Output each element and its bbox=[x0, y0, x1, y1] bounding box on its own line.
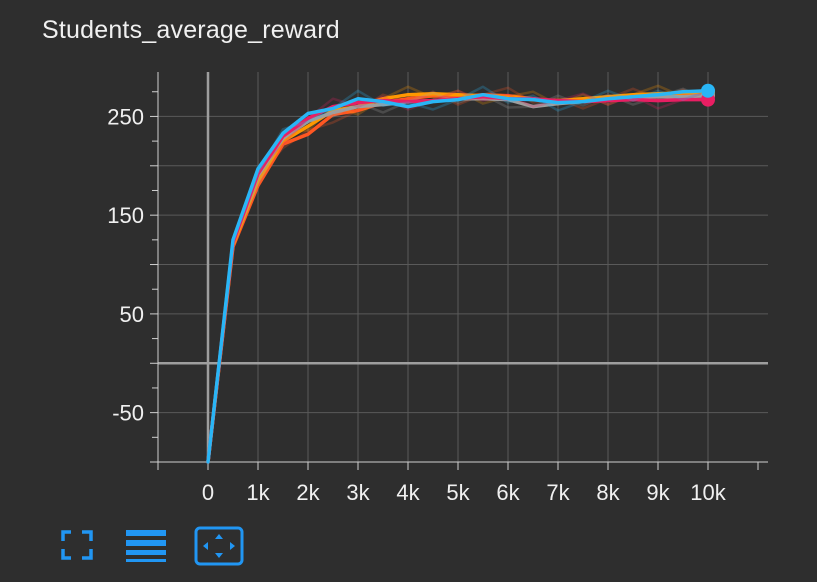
x-tick-label: 5k bbox=[446, 480, 470, 505]
y-tick-label: 50 bbox=[120, 302, 144, 327]
x-tick-label: 2k bbox=[296, 480, 320, 505]
x-tick-label: 7k bbox=[546, 480, 570, 505]
x-tick-label: 0 bbox=[202, 480, 214, 505]
fullscreen-button[interactable] bbox=[58, 526, 98, 566]
axes bbox=[150, 72, 768, 470]
fit-to-data-icon bbox=[194, 526, 244, 566]
x-tick-label: 6k bbox=[496, 480, 520, 505]
fullscreen-icon bbox=[61, 530, 93, 560]
y-tick-label: 250 bbox=[107, 104, 144, 129]
toggle-series-button[interactable] bbox=[124, 526, 168, 566]
series-line[interactable] bbox=[206, 89, 710, 464]
y-tick-label: 150 bbox=[107, 203, 144, 228]
grid bbox=[158, 72, 768, 462]
y-tick-label: -50 bbox=[112, 401, 144, 426]
tick-labels: -50 50 150 250 0 1k 2k 3k 4k 5k 6k 7k 8k 9k 10k bbox=[107, 104, 726, 505]
x-tick-label: 1k bbox=[246, 480, 270, 505]
series-group bbox=[206, 84, 710, 464]
x-tick-label: 8k bbox=[596, 480, 620, 505]
x-tick-label: 9k bbox=[646, 480, 670, 505]
x-tick-label: 4k bbox=[396, 480, 420, 505]
series-end-point bbox=[701, 83, 715, 98]
chart-title: Students_average_reward bbox=[42, 16, 340, 44]
series-end-markers bbox=[701, 83, 715, 107]
list-lines-icon bbox=[126, 530, 166, 562]
x-tick-label: 3k bbox=[346, 480, 370, 505]
fit-domain-button[interactable] bbox=[194, 526, 244, 566]
x-tick-label: 10k bbox=[690, 480, 726, 505]
series-line[interactable] bbox=[206, 89, 710, 464]
line-chart[interactable]: -50 50 150 250 0 1k 2k 3k 4k 5k 6k 7k 8k 9k 10k bbox=[0, 0, 817, 510]
